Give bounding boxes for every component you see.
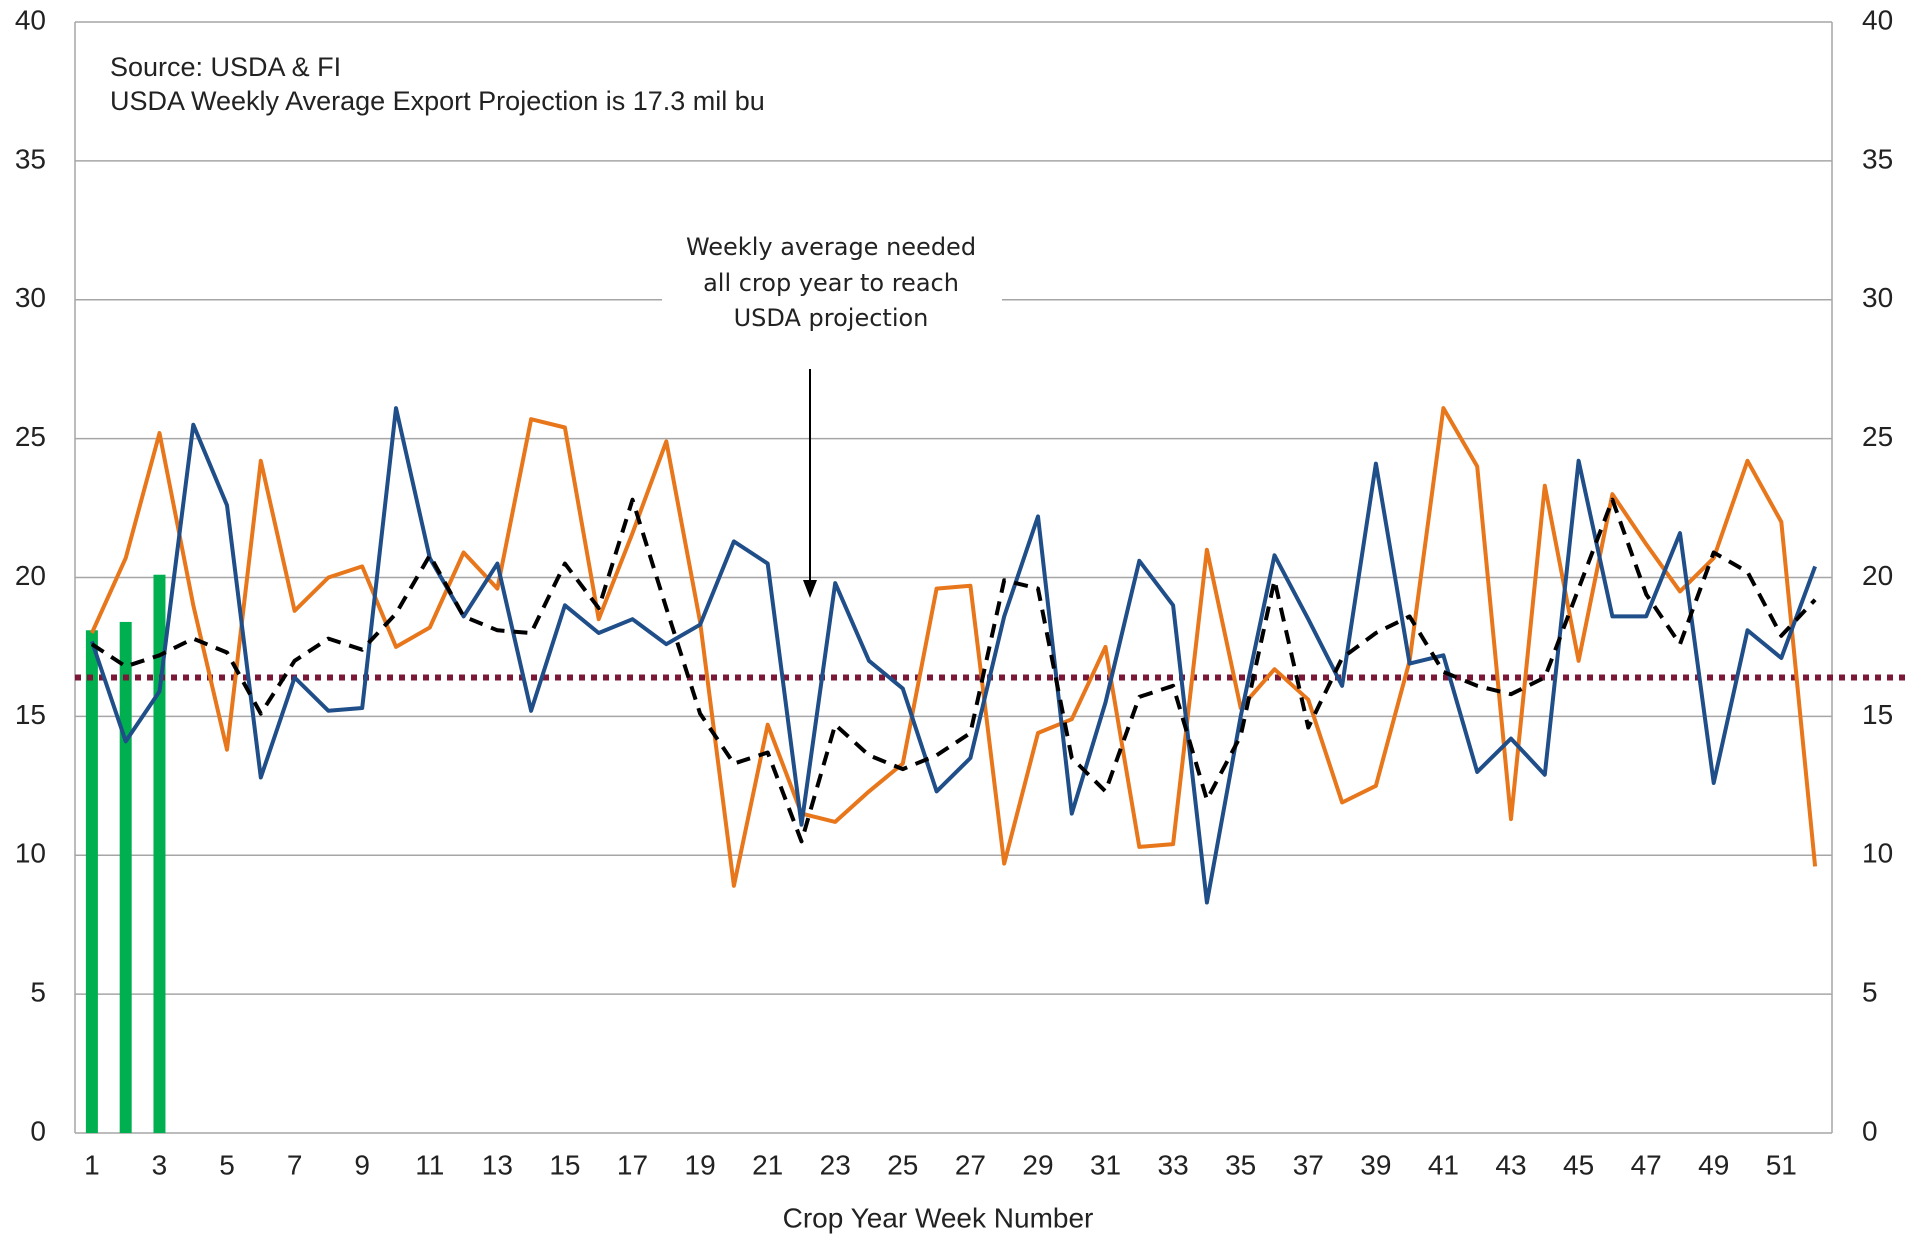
annotation-background bbox=[662, 228, 1002, 338]
x-tick-label: 3 bbox=[152, 1149, 168, 1180]
x-tick-label: 31 bbox=[1090, 1149, 1121, 1180]
x-tick-label: 49 bbox=[1698, 1149, 1729, 1180]
x-tick-label: 17 bbox=[617, 1149, 648, 1180]
bar bbox=[153, 574, 166, 1133]
x-tick-label: 27 bbox=[955, 1149, 986, 1180]
source-note: Source: USDA & FI bbox=[110, 52, 341, 82]
x-tick-label: 39 bbox=[1360, 1149, 1391, 1180]
y-tick-label: 10 bbox=[15, 838, 46, 869]
x-axis-title: Crop Year Week Number bbox=[783, 1202, 1094, 1233]
y-tick-label: 25 bbox=[15, 421, 46, 452]
y-tick-label: 35 bbox=[15, 143, 46, 174]
x-tick-label: 43 bbox=[1495, 1149, 1526, 1180]
y2-tick-label: 25 bbox=[1862, 421, 1893, 452]
line-series bbox=[90, 406, 1818, 888]
bar bbox=[85, 630, 98, 1133]
projection-note: USDA Weekly Average Export Projection is… bbox=[110, 86, 765, 116]
x-tick-label: 35 bbox=[1225, 1149, 1256, 1180]
y-tick-label: 15 bbox=[15, 699, 46, 730]
x-tick-label: 9 bbox=[354, 1149, 370, 1180]
y2-tick-label: 10 bbox=[1862, 838, 1893, 869]
annotation-line: all crop year to reach bbox=[703, 269, 959, 297]
x-tick-label: 1 bbox=[84, 1149, 100, 1180]
x-tick-label: 15 bbox=[549, 1149, 580, 1180]
y2-tick-label: 35 bbox=[1862, 143, 1893, 174]
annotation-arrowhead bbox=[803, 580, 817, 598]
y-tick-label: 20 bbox=[15, 560, 46, 591]
x-tick-label: 47 bbox=[1631, 1149, 1662, 1180]
y2-tick-label: 15 bbox=[1862, 699, 1893, 730]
y-tick-label: 40 bbox=[15, 4, 46, 35]
y2-tick-label: 5 bbox=[1862, 977, 1878, 1008]
x-tick-label: 51 bbox=[1766, 1149, 1797, 1180]
y2-tick-label: 30 bbox=[1862, 282, 1893, 313]
x-tick-label: 21 bbox=[752, 1149, 783, 1180]
x-tick-label: 29 bbox=[1022, 1149, 1053, 1180]
annotation-line: Weekly average needed bbox=[686, 233, 976, 261]
annotation-line: USDA projection bbox=[734, 304, 929, 332]
x-tick-label: 37 bbox=[1293, 1149, 1324, 1180]
bar bbox=[119, 621, 132, 1133]
y2-tick-label: 40 bbox=[1862, 4, 1893, 35]
y-tick-label: 0 bbox=[30, 1115, 46, 1146]
x-tick-label: 5 bbox=[219, 1149, 235, 1180]
line-series bbox=[90, 406, 1817, 905]
y2-tick-label: 20 bbox=[1862, 560, 1893, 591]
x-tick-label: 41 bbox=[1428, 1149, 1459, 1180]
y2-tick-label: 0 bbox=[1862, 1115, 1878, 1146]
x-tick-label: 19 bbox=[685, 1149, 716, 1180]
y-tick-label: 30 bbox=[15, 282, 46, 313]
x-tick-label: 45 bbox=[1563, 1149, 1594, 1180]
x-tick-label: 23 bbox=[820, 1149, 851, 1180]
x-tick-label: 25 bbox=[887, 1149, 918, 1180]
x-tick-label: 7 bbox=[287, 1149, 303, 1180]
y-tick-label: 5 bbox=[30, 977, 46, 1008]
x-tick-label: 33 bbox=[1158, 1149, 1189, 1180]
grid-layer bbox=[74, 21, 1833, 1134]
x-tick-label: 11 bbox=[415, 1149, 444, 1180]
x-tick-label: 13 bbox=[482, 1149, 513, 1180]
